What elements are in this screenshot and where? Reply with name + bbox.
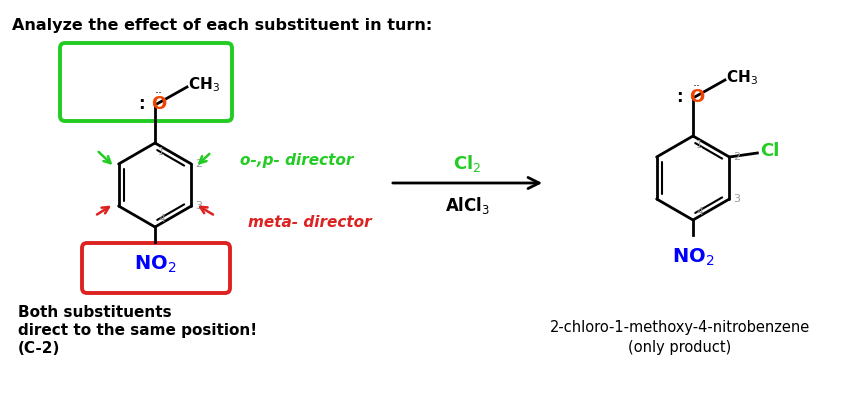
Text: Both substituents: Both substituents (18, 305, 171, 320)
Text: O: O (151, 95, 166, 113)
Text: Cl: Cl (760, 142, 779, 160)
Text: NO$_2$: NO$_2$ (672, 246, 714, 268)
Text: NO$_2$: NO$_2$ (134, 253, 176, 275)
Text: AlCl$_3$: AlCl$_3$ (445, 195, 490, 216)
Text: Analyze the effect of each substituent in turn:: Analyze the effect of each substituent i… (12, 18, 432, 33)
Text: o-,p- director: o-,p- director (240, 152, 353, 167)
Text: 2: 2 (734, 152, 740, 162)
Text: Cl$_2$: Cl$_2$ (453, 152, 481, 173)
Text: (only product): (only product) (629, 340, 732, 355)
Text: ··: ·· (693, 80, 701, 93)
Text: 1: 1 (158, 147, 165, 157)
Text: ··: ·· (155, 87, 163, 100)
Text: :: : (139, 95, 152, 113)
Text: O: O (689, 88, 704, 106)
Text: meta- director: meta- director (248, 214, 372, 229)
Text: CH$_3$: CH$_3$ (188, 76, 220, 94)
Text: 2: 2 (196, 159, 203, 169)
Text: (C-2): (C-2) (18, 341, 61, 356)
Text: 1: 1 (696, 140, 703, 150)
Text: CH$_3$: CH$_3$ (726, 69, 758, 87)
Text: 4: 4 (158, 214, 165, 224)
Text: 2-chloro-1-methoxy-4-nitrobenzene: 2-chloro-1-methoxy-4-nitrobenzene (550, 320, 810, 335)
Text: direct to the same position!: direct to the same position! (18, 323, 257, 338)
Text: 4: 4 (696, 207, 703, 217)
Text: :: : (677, 88, 689, 106)
Text: 3: 3 (734, 194, 740, 204)
Text: 3: 3 (196, 201, 203, 211)
